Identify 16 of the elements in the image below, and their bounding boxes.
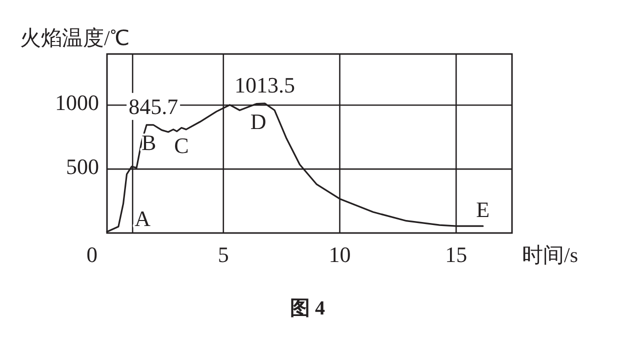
x-tick-label: 15 — [445, 242, 468, 268]
ref-line-label: A — [134, 206, 151, 232]
annotation: E — [476, 197, 490, 222]
data-label: 845.7 — [128, 94, 178, 119]
data-label: 1013.5 — [234, 72, 296, 98]
y-tick-label: 1000 — [55, 90, 99, 116]
y-axis-title: 火焰温度/℃ — [20, 26, 129, 50]
y-tick-label: 500 — [66, 154, 99, 180]
annotation: C — [174, 132, 189, 158]
x-tick-label: 5 — [218, 242, 229, 268]
x-tick-label: 0 — [86, 242, 98, 268]
annotation: B — [142, 130, 156, 156]
x-axis-title: 时间/s — [522, 242, 578, 267]
annotation: D — [250, 108, 266, 134]
x-tick-label: 10 — [328, 242, 351, 268]
caption: 图 4 — [290, 298, 325, 320]
